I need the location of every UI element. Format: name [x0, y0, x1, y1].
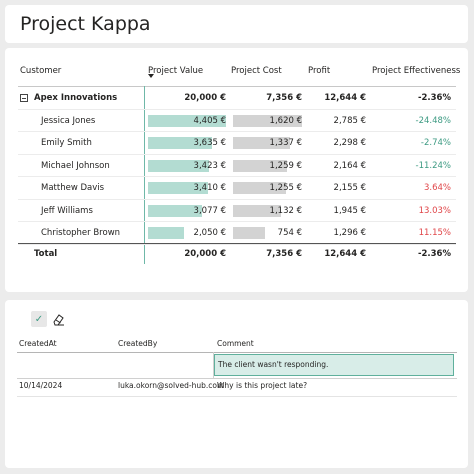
matrix-row[interactable]: Jessica Jones 4,405 € 1,620 € 2,785 € -24.48… — [18, 110, 456, 132]
total-profit: 12,644 € — [324, 249, 366, 259]
group-row-apex-innovations[interactable]: Apex Innovations 20,000 € 7,356 € 12,644 € -… — [18, 87, 456, 110]
total-divider — [18, 243, 456, 244]
group-profit: 12,644 € — [324, 93, 366, 103]
project-value-text: 4,405 € — [193, 115, 226, 126]
group-effectiveness: -2.36% — [417, 93, 451, 103]
effectiveness-cell: 11.15% — [418, 228, 451, 238]
header-profit[interactable]: Profit — [308, 66, 331, 76]
group-name: Apex Innovations — [34, 93, 118, 103]
customer-name: Christopher Brown — [41, 228, 121, 238]
header-project-cost[interactable]: Project Cost — [231, 66, 282, 76]
profit-cell: 1,945 € — [333, 205, 366, 216]
project-cost-bar — [233, 159, 287, 172]
grid-header-created-at[interactable]: CreatedAt — [19, 339, 57, 348]
project-value-text: 2,050 € — [193, 228, 226, 238]
group-project-value: 20,000 € — [184, 93, 226, 103]
project-cost-cell: 1,132 € — [231, 200, 302, 222]
comments-visual — [5, 300, 468, 468]
project-cost-text: 1,255 € — [269, 183, 302, 193]
customer-name: Michael Johnson — [41, 160, 110, 171]
project-cost-cell: 754 € — [231, 222, 302, 244]
project-cost-cell: 1,620 € — [231, 110, 302, 132]
project-value-cell: 4,405 € — [146, 110, 226, 132]
grid-header-comment[interactable]: Comment — [217, 339, 254, 348]
column-divider — [144, 86, 145, 264]
total-row[interactable]: Total 20,000 € 7,356 € 12,644 € -2.36% — [18, 243, 456, 266]
project-value-bar — [148, 227, 185, 239]
project-cost-cell: 1,255 € — [231, 177, 302, 199]
profit-cell: 1,296 € — [333, 228, 366, 238]
matrix-row[interactable]: Jeff Williams 3,077 € 1,132 € 1,945 € 13.03% — [18, 200, 456, 222]
profit-cell: 2,155 € — [333, 183, 366, 193]
collapse-minus-icon[interactable] — [20, 94, 28, 102]
project-cost-text: 1,620 € — [269, 115, 302, 126]
project-cost-bar — [233, 182, 287, 194]
project-cost-text: 1,259 € — [269, 160, 302, 171]
grid-cell-comment[interactable]: Why is this project late? — [217, 381, 308, 390]
project-value-cell: 2,050 € — [146, 222, 226, 244]
effectiveness-cell: -24.48% — [415, 115, 451, 126]
project-cost-text: 754 € — [277, 228, 302, 238]
total-project-cost: 7,356 € — [266, 249, 302, 259]
total-label: Total — [34, 249, 58, 259]
profit-cell: 2,164 € — [333, 160, 366, 171]
matrix-row[interactable]: Christopher Brown 2,050 € 754 € 1,296 € 11.1… — [18, 222, 456, 245]
project-value-text: 3,077 € — [193, 205, 226, 216]
project-cost-text: 1,337 € — [269, 138, 302, 148]
project-value-bar — [148, 114, 226, 127]
total-effectiveness: -2.36% — [417, 249, 451, 259]
sort-descending-icon[interactable] — [148, 74, 154, 78]
project-cost-bar — [233, 137, 290, 149]
project-value-cell: 3,635 € — [146, 132, 226, 154]
project-cost-bar — [233, 204, 282, 217]
grid-bottom-divider — [17, 396, 457, 397]
effectiveness-cell: 13.03% — [418, 205, 451, 216]
matrix-row[interactable]: Emily Smith 3,635 € 1,337 € 2,298 € -2.74% — [18, 132, 456, 155]
project-cost-bar — [233, 114, 302, 127]
project-value-text: 3,423 € — [193, 160, 226, 171]
project-value-bar — [148, 182, 209, 194]
project-value-cell: 3,423 € — [146, 155, 226, 177]
project-value-bar — [148, 137, 213, 149]
page-title: Project Kappa — [20, 13, 151, 35]
matrix-row[interactable]: Matthew Davis 3,410 € 1,255 € 2,155 € 3.64% — [18, 177, 456, 200]
project-cost-text: 1,132 € — [269, 205, 302, 216]
header-project-effectiveness[interactable]: Project Effectiveness — [372, 66, 461, 76]
customer-name: Emily Smith — [41, 138, 92, 148]
group-project-cost: 7,356 € — [266, 93, 302, 103]
profit-cell: 2,785 € — [333, 115, 366, 126]
effectiveness-cell: -2.74% — [420, 138, 451, 148]
project-value-cell: 3,077 € — [146, 200, 226, 222]
header-divider — [18, 86, 456, 87]
project-value-text: 3,635 € — [193, 138, 226, 148]
customer-name: Jessica Jones — [41, 115, 96, 126]
total-project-value: 20,000 € — [184, 249, 226, 259]
project-value-bar — [148, 204, 203, 217]
project-value-bar — [148, 159, 209, 172]
matrix-row[interactable]: Michael Johnson 3,423 € 1,259 € 2,164 € -11.… — [18, 155, 456, 177]
comment-edit-input[interactable]: The client wasn't responding. — [214, 354, 454, 376]
header-project-value[interactable]: Project Value — [148, 66, 204, 76]
project-cost-cell: 1,337 € — [231, 132, 302, 154]
effectiveness-cell: 3.64% — [423, 183, 451, 193]
project-cost-cell: 1,259 € — [231, 155, 302, 177]
project-value-cell: 3,410 € — [146, 177, 226, 199]
header-customer[interactable]: Customer — [20, 66, 62, 76]
grid-header-divider — [17, 352, 457, 353]
customer-name: Jeff Williams — [41, 205, 93, 216]
grid-row-divider — [17, 378, 457, 379]
project-value-text: 3,410 € — [193, 183, 226, 193]
check-icon[interactable]: ✓ — [31, 311, 47, 327]
grid-cell-created-at[interactable]: 10/14/2024 — [19, 381, 63, 390]
profit-cell: 2,298 € — [333, 138, 366, 148]
effectiveness-cell: -11.24% — [415, 160, 451, 171]
customer-name: Matthew Davis — [41, 183, 105, 193]
grid-cell-created-by[interactable]: luka.okorn@solved-hub.com — [118, 381, 225, 390]
grid-header-created-by[interactable]: CreatedBy — [118, 339, 158, 348]
project-cost-bar — [233, 227, 266, 239]
grid-column-divider — [213, 352, 214, 378]
title-card: Project Kappa — [5, 5, 468, 43]
eraser-icon[interactable] — [50, 311, 66, 327]
